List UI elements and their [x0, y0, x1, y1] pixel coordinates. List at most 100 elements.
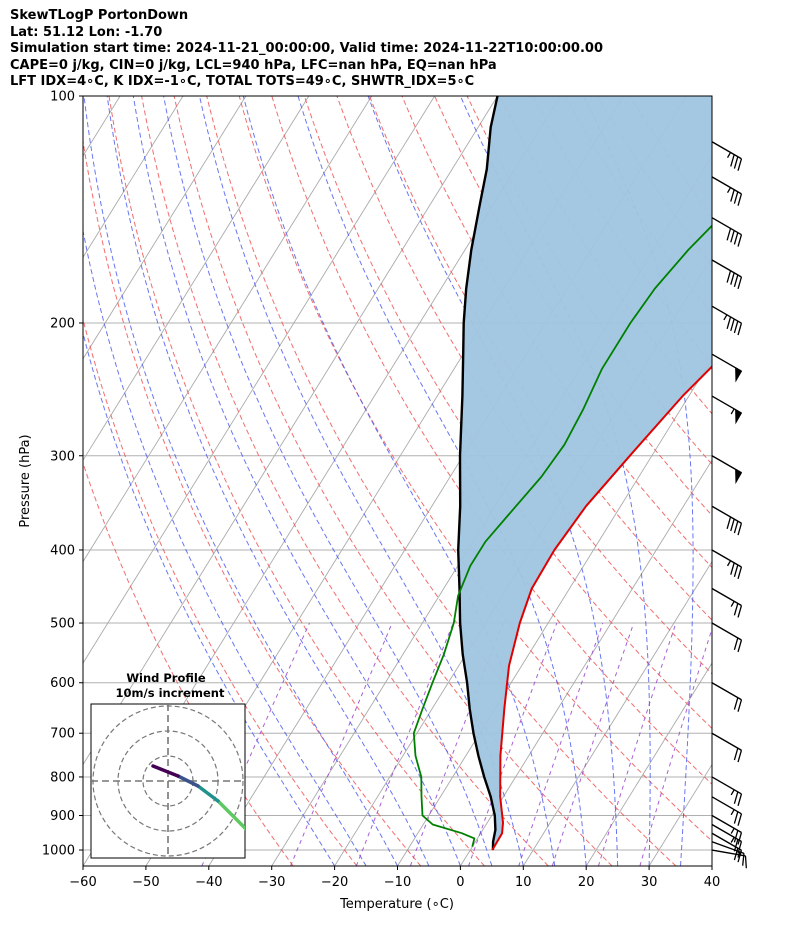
stability-indices: CAPE=0 j/kg, CIN=0 j/kg, LCL=940 hPa, LF… [10, 57, 497, 73]
wind-barb-half-feather [726, 187, 732, 194]
wind-barb-half-feather [730, 601, 735, 607]
wind-barb-full-feather [744, 855, 748, 869]
x-tick-label: −20 [321, 875, 348, 890]
wind-barb-staff [711, 832, 742, 851]
wind-barb-full-feather [733, 320, 739, 334]
wind-barb-full-feather [733, 637, 739, 651]
wind-barb-staff [711, 622, 742, 641]
hodograph-segment [216, 799, 245, 831]
x-tick-label: −30 [258, 875, 285, 890]
wind-barb-staff [711, 217, 742, 236]
hodograph-inset: Wind Profile 10m/s increment [90, 671, 268, 859]
y-tick-label: 800 [50, 770, 75, 785]
x-axis-label: Temperature (∘C) [339, 897, 454, 912]
moist-adiabat-line [163, 96, 493, 866]
wind-barb-full-feather [737, 523, 743, 536]
wind-barb-staff [711, 682, 742, 701]
y-axis-ticks: 100 200 300 400 500 600 700 800 900 1000 [42, 90, 83, 859]
hodograph-segment [248, 831, 268, 851]
wind-barb-full-feather [733, 274, 739, 287]
x-tick-label: 40 [704, 875, 721, 890]
hodograph-segment [151, 764, 180, 778]
wind-barb-flag [735, 408, 743, 425]
moist-adiabat-line [199, 96, 524, 866]
wind-barb-full-feather [730, 518, 735, 532]
profile-lines [412, 96, 712, 851]
wind-barb-full-feather [733, 603, 739, 616]
mixing-ratio-line [597, 622, 677, 866]
wind-barb-full-feather [737, 193, 743, 206]
y-tick-label: 500 [50, 617, 75, 632]
wind-barb-staff [711, 814, 742, 834]
isotherm-line [83, 96, 373, 563]
wind-barb-staff [711, 141, 742, 160]
wind-barb-full-feather [733, 839, 739, 852]
cape-cin-area [458, 96, 712, 850]
wind-barb [711, 217, 743, 247]
y-tick-label: 900 [50, 809, 75, 824]
dry-adiabat-line [108, 96, 485, 866]
wind-barb-half-feather [726, 152, 732, 158]
chart-header: SkewTLogP PortonDown Lat: 51.12 Lon: -1.… [10, 8, 603, 91]
mixing-ratio-line [290, 622, 393, 866]
wind-barb [711, 814, 743, 845]
y-tick-label: 300 [50, 449, 75, 464]
wind-barb-full-feather [737, 276, 743, 290]
wind-barb [711, 505, 743, 536]
dry-adiabat-line [499, 96, 712, 415]
wind-barb [711, 823, 743, 854]
wind-barb [711, 176, 743, 206]
wind-barb-full-feather [733, 811, 739, 824]
wind-barb [711, 353, 743, 383]
wind-barb-staff [711, 796, 742, 815]
temperature-profile-line [491, 365, 712, 851]
isotherm-line [585, 662, 712, 866]
isotherm-line [83, 96, 310, 462]
wind-barb-half-feather [726, 560, 732, 567]
mixing-ratio-line [468, 622, 558, 866]
mixing-ratio-line [551, 622, 635, 866]
hodograph-plot [91, 704, 268, 858]
mixing-ratio-lines [201, 622, 712, 866]
x-tick-label: −60 [69, 875, 96, 890]
wind-barb-full-feather [733, 191, 739, 204]
wind-barb [711, 395, 743, 425]
wind-barb-full-feather [733, 156, 739, 169]
wind-barb-full-feather [733, 791, 739, 804]
dry-adiabat-line [336, 96, 712, 675]
wind-barb-full-feather [737, 699, 743, 712]
wind-barb-full-feather [730, 230, 735, 243]
wind-barb [711, 305, 743, 336]
wind-barb-staff [711, 259, 742, 278]
wind-barb-full-feather [737, 605, 743, 618]
cape-cin-shading [458, 96, 712, 850]
wind-barb-full-feather [737, 234, 743, 247]
x-tick-label: −40 [195, 875, 222, 890]
wind-barb [711, 549, 743, 580]
wind-barb-full-feather [737, 850, 743, 863]
wind-barb-full-feather [733, 232, 739, 245]
wind-barb-full-feather [726, 228, 732, 241]
y-tick-label: 200 [50, 316, 75, 331]
isotherm-line [83, 96, 184, 259]
wind-barb-staff [711, 823, 742, 843]
wind-barb-full-feather [737, 841, 743, 854]
wind-barb-full-feather [733, 747, 739, 761]
isotherm-line [522, 560, 712, 866]
chart-title: SkewTLogP PortonDown [10, 8, 189, 23]
wind-barb-full-feather [726, 316, 732, 329]
location-coordinates: Lat: 51.12 Lon: -1.70 [10, 24, 163, 40]
wind-barb-staff [711, 176, 742, 195]
dry-adiabat-line [173, 96, 613, 866]
isotherm-line [775, 96, 794, 866]
wind-barb-full-feather [730, 562, 735, 575]
wind-barb-flag [735, 366, 743, 383]
wind-barb-half-feather [730, 789, 735, 796]
simulation-times: Simulation start time: 2024-11-21_00:00:… [10, 41, 603, 56]
wind-barb-staff [711, 587, 742, 607]
wind-barb-full-feather [730, 189, 735, 202]
wind-barb-full-feather [737, 832, 743, 845]
wind-barb-staff [711, 505, 742, 524]
wind-barb [711, 455, 743, 485]
